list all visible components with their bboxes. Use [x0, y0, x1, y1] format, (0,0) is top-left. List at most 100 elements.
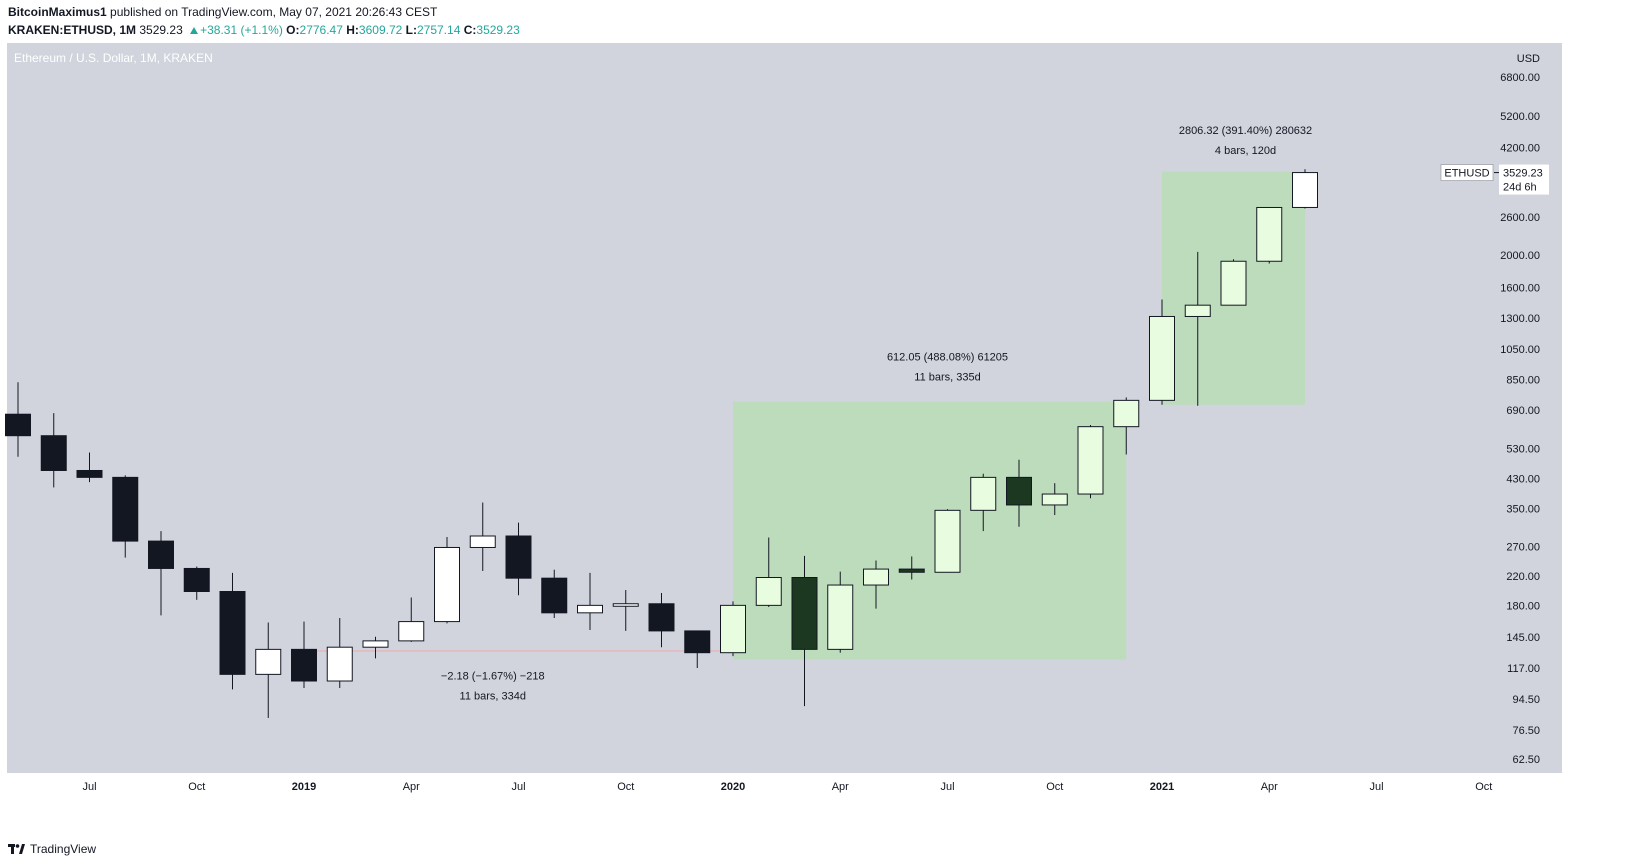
candle-body [720, 604, 746, 654]
candle-2018-07 [76, 452, 103, 483]
chart-title: Ethereum / U.S. Dollar, 1M, KRAKEN [14, 51, 213, 65]
candle-body [1006, 476, 1032, 506]
candle-body [505, 535, 532, 579]
candle-body [612, 603, 639, 607]
x-tick-label: Oct [188, 781, 205, 793]
x-tick-label: Jul [82, 781, 96, 793]
candle-2020-04 [827, 571, 854, 653]
candle-body [1113, 399, 1140, 428]
candle-body [1184, 304, 1211, 317]
high-value: 3609.72 [358, 23, 403, 37]
price-change: +38.31 (+1.1%) [200, 23, 283, 37]
candle-2021-01 [1149, 299, 1175, 405]
symbol-tag: ETHUSD [1444, 168, 1489, 180]
measure-label-3-values: 2806.32 (391.40%) 280632 [1179, 125, 1312, 137]
candle-2020-03 [791, 555, 818, 707]
candle-2020-05 [863, 560, 889, 609]
candle-2019-10 [612, 590, 639, 631]
candle-2020-09 [1006, 459, 1032, 527]
close-value: 3529.23 [476, 23, 520, 37]
y-tick-label: 690.00 [1506, 405, 1540, 417]
x-tick-label: Apr [403, 781, 420, 793]
candle-body [1149, 315, 1175, 401]
candle-2019-03 [362, 636, 389, 659]
ohlc-legend: KRAKEN:ETHUSD, 1M 3529.23 +38.31 (+1.1%)… [8, 23, 520, 37]
candle-body [148, 540, 174, 569]
candle-2018-08 [112, 475, 139, 558]
candle-2018-05 [5, 382, 31, 457]
candle-2020-07 [934, 509, 961, 573]
candle-2019-07 [505, 522, 532, 596]
x-tick-label: Jul [1369, 781, 1383, 793]
y-tick-label: 530.00 [1506, 443, 1540, 455]
candle-body [291, 648, 317, 682]
price-tag-box [1499, 164, 1549, 195]
candle-body [5, 413, 31, 437]
candle-2021-05 [1292, 169, 1318, 209]
y-tick-label: 2600.00 [1500, 212, 1540, 224]
candle-2020-08 [970, 473, 997, 532]
y-tick-label: 350.00 [1506, 504, 1540, 516]
measure-labels: −2.18 (−1.67%) −218 11 bars, 334d 612.05 (… [441, 125, 1312, 703]
footer-brand[interactable]: TradingView [8, 842, 96, 856]
symbol-tag-box [1440, 164, 1494, 181]
candle-2019-08 [541, 569, 568, 619]
y-tick-label: 270.00 [1506, 541, 1540, 553]
x-tick-label: Oct [617, 781, 634, 793]
candle-2019-04 [398, 597, 425, 642]
y-tick-label: 117.00 [1507, 663, 1540, 675]
candle-body [577, 604, 603, 614]
candle-body [684, 630, 711, 654]
countdown-tag: 24d 6h [1503, 182, 1537, 194]
candle-2021-02 [1184, 251, 1211, 406]
y-tick-label: 76.50 [1512, 725, 1540, 737]
y-tick-label: 1600.00 [1500, 283, 1540, 295]
tradingview-logo-icon [8, 843, 26, 855]
x-tick-label: 2019 [292, 781, 316, 793]
candle-body [255, 648, 282, 675]
y-tick-label: 145.00 [1506, 632, 1540, 644]
candle-2019-06 [469, 502, 496, 571]
measure-label-1-bars: 11 bars, 334d [460, 691, 526, 703]
y-tick-label: 430.00 [1506, 474, 1540, 486]
candle-body [898, 568, 925, 573]
candle-2020-11 [1077, 425, 1104, 499]
candle-body [219, 590, 246, 675]
author-name[interactable]: BitcoinMaximus1 [8, 5, 107, 19]
y-tick-label: 94.50 [1512, 694, 1540, 706]
candle-body [755, 577, 782, 606]
x-tick-label: Jul [511, 781, 525, 793]
y-tick-label: 6800.00 [1500, 72, 1540, 84]
candle-body [183, 567, 210, 592]
up-arrow-icon [190, 27, 199, 34]
candle-2019-12 [684, 630, 711, 669]
y-tick-label: 180.00 [1506, 600, 1540, 612]
candle-body [1220, 260, 1247, 306]
measure-label-3-bars: 4 bars, 120d [1215, 145, 1276, 157]
publish-info: published on TradingView.com, May 07, 20… [110, 5, 438, 19]
price-axis[interactable]: 62.50 76.50 94.50 117.00 145.00 180.00 220.00 2… [1500, 72, 1540, 766]
candle-body [112, 476, 139, 542]
candles [5, 169, 1318, 718]
candle-body [76, 469, 103, 478]
candle-2019-05 [434, 537, 460, 624]
candle-2018-09 [148, 531, 174, 616]
candle-body [469, 535, 496, 548]
measure-label-2-bars: 11 bars, 335d [914, 371, 980, 383]
y-tick-label: 5200.00 [1500, 111, 1540, 123]
x-tick-label: Oct [1046, 781, 1063, 793]
candle-2020-10 [1041, 483, 1068, 516]
candle-2018-11 [219, 572, 246, 690]
time-axis[interactable]: Jul Oct 2019 Apr Jul Oct 2020 Apr Jul Oct 2021 Apr J… [82, 781, 1492, 793]
candle-2020-06 [898, 556, 925, 580]
y-tick-label: 62.50 [1512, 754, 1540, 766]
y-tick-label: 1300.00 [1500, 313, 1540, 325]
candle-2021-04 [1256, 206, 1283, 264]
open-label: O: [286, 23, 300, 37]
candle-2019-01 [291, 621, 317, 688]
close-label: C: [463, 23, 477, 37]
candle-body [326, 646, 353, 682]
candle-body [398, 621, 425, 642]
x-tick-label: 2021 [1150, 781, 1174, 793]
